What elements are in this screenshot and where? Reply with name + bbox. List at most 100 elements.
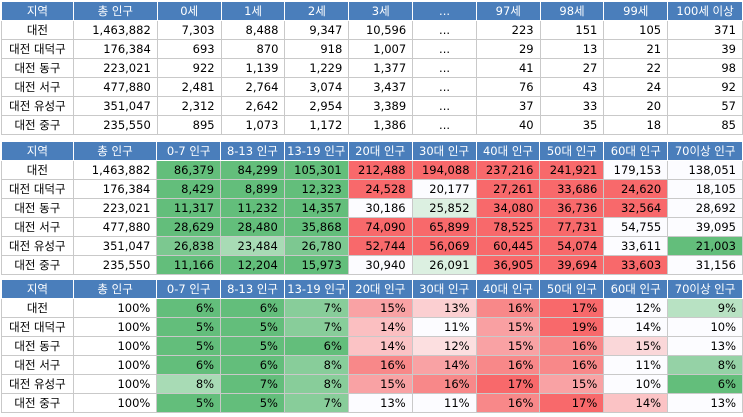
value-cell: 34,080: [475, 198, 541, 218]
column-header: 99세: [603, 1, 669, 21]
column-header: 0-7 인구: [156, 141, 222, 161]
column-header: 1세: [220, 1, 286, 21]
value-cell: 33: [539, 96, 605, 116]
value-cell: 41: [475, 58, 541, 78]
value-cell: 8,488: [220, 20, 286, 40]
region-cell: 대전 대덕구: [1, 179, 74, 199]
column-header: 2세: [284, 1, 350, 21]
value-cell: 6%: [156, 355, 222, 375]
value-cell: 105,301: [283, 160, 349, 180]
value-cell: 15%: [347, 298, 413, 318]
value-cell: ...: [412, 115, 477, 135]
value-cell: 223,021: [72, 58, 158, 78]
value-cell: 26,091: [411, 255, 477, 275]
column-header: 지역: [1, 141, 74, 161]
column-header: 40대 인구: [475, 141, 541, 161]
value-cell: 17%: [475, 374, 541, 394]
region-cell: 대전 중구: [1, 115, 74, 135]
value-cell: 23,484: [220, 236, 285, 256]
value-cell: 26,838: [156, 236, 222, 256]
value-cell: 1,172: [284, 115, 350, 135]
region-cell: 대전 유성구: [1, 374, 74, 394]
value-cell: 7%: [283, 393, 349, 413]
value-cell: 5%: [156, 393, 222, 413]
value-cell: 31,156: [667, 255, 743, 275]
value-cell: 54,074: [539, 236, 605, 256]
value-cell: 9,347: [284, 20, 350, 40]
value-cell: 918: [284, 39, 350, 59]
value-cell: 235,550: [72, 255, 158, 275]
value-cell: 18: [603, 115, 669, 135]
value-cell: 5%: [156, 317, 222, 337]
value-cell: 85: [667, 115, 743, 135]
value-cell: 36,736: [539, 198, 605, 218]
value-cell: 151: [539, 20, 605, 40]
value-cell: 28,629: [156, 217, 222, 237]
value-cell: 14%: [603, 393, 669, 413]
value-cell: 24,528: [347, 179, 413, 199]
value-cell: 16%: [475, 298, 541, 318]
value-cell: 10,596: [348, 20, 414, 40]
column-header: ...: [412, 1, 477, 21]
value-cell: 74,090: [347, 217, 413, 237]
value-cell: 24,620: [603, 179, 669, 199]
value-cell: 21,003: [667, 236, 743, 256]
value-cell: 33,603: [603, 255, 669, 275]
value-cell: 105: [603, 20, 669, 40]
value-cell: 28,692: [667, 198, 743, 218]
value-cell: 11,166: [156, 255, 222, 275]
value-cell: 8%: [283, 355, 349, 375]
table-row: 대전 서구 477,880 28,629 28,480 35,868 74,090 65,8…: [1, 217, 743, 237]
column-header: 60대 인구: [603, 279, 669, 299]
column-header: 60대 인구: [603, 141, 669, 161]
value-cell: 5%: [156, 336, 222, 356]
table-row: 대전 동구 100% 5% 5% 6% 14% 12% 15% 16% 15% 13%: [1, 336, 743, 356]
table-row: 대전 중구 235,550 11,166 12,204 15,973 30,940 26,0…: [1, 255, 743, 275]
value-cell: 35,868: [283, 217, 349, 237]
column-header: 0세: [156, 1, 222, 21]
value-cell: 1,229: [284, 58, 350, 78]
value-cell: 8%: [156, 374, 222, 394]
value-cell: ...: [412, 96, 477, 116]
value-cell: 36,905: [475, 255, 541, 275]
value-cell: ...: [412, 20, 477, 40]
value-cell: 39: [667, 39, 743, 59]
table-row: 대전 중구 100% 5% 5% 7% 13% 11% 16% 17% 14% 13%: [1, 393, 743, 413]
value-cell: 18,105: [667, 179, 743, 199]
header-row: 지역 총 인구 0-7 인구 8-13 인구 13-19 인구 20대 인구 30대 인구 4…: [1, 279, 743, 299]
table-row: 대전 서구 100% 6% 6% 8% 16% 14% 16% 16% 11% 8%: [1, 355, 743, 375]
value-cell: 2,764: [220, 77, 286, 97]
value-cell: 52,744: [347, 236, 413, 256]
value-cell: 24: [603, 77, 669, 97]
value-cell: 100%: [72, 374, 158, 394]
value-cell: 12%: [411, 336, 477, 356]
value-cell: 100%: [72, 393, 158, 413]
value-cell: 40: [475, 115, 541, 135]
column-header: 98세: [539, 1, 605, 21]
value-cell: 76: [475, 77, 541, 97]
value-cell: 98: [667, 58, 743, 78]
value-cell: 13%: [347, 393, 413, 413]
value-cell: 14%: [347, 317, 413, 337]
value-cell: 1,073: [220, 115, 286, 135]
value-cell: 78,525: [475, 217, 541, 237]
column-header: 40대 인구: [475, 279, 541, 299]
value-cell: 16%: [539, 355, 605, 375]
value-cell: 33,686: [539, 179, 605, 199]
value-cell: 26,780: [283, 236, 349, 256]
value-cell: 14%: [347, 336, 413, 356]
value-cell: 77,731: [539, 217, 605, 237]
value-cell: 13%: [411, 298, 477, 318]
age-group-share-table: 지역 총 인구 0-7 인구 8-13 인구 13-19 인구 20대 인구 30대 인구 4…: [1, 279, 743, 413]
value-cell: 86,379: [156, 160, 222, 180]
value-cell: 11%: [411, 393, 477, 413]
value-cell: 5%: [220, 317, 285, 337]
table-row: 대전 동구 223,021 11,317 11,232 14,357 30,186 25,8…: [1, 198, 743, 218]
value-cell: 100%: [72, 317, 158, 337]
value-cell: 176,384: [72, 39, 158, 59]
table-row: 대전 대덕구 100% 5% 5% 7% 14% 11% 15% 19% 14% 10%: [1, 317, 743, 337]
value-cell: 235,550: [72, 115, 158, 135]
value-cell: 8,429: [156, 179, 222, 199]
region-cell: 대전 대덕구: [1, 39, 74, 59]
table-row: 대전 100% 6% 6% 7% 15% 13% 16% 17% 12% 9%: [1, 298, 743, 318]
